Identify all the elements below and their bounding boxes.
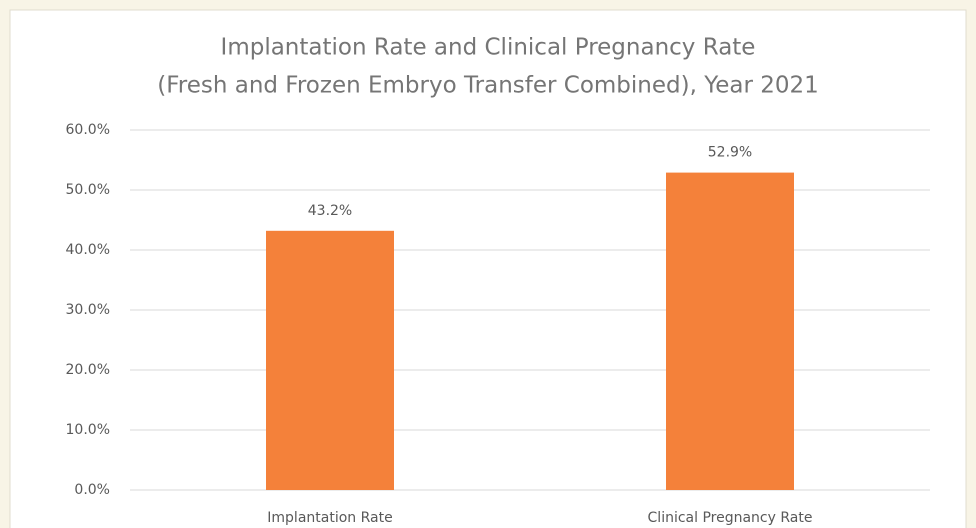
data-label: 52.9%	[708, 145, 752, 161]
y-tick-label: 20.0%	[66, 362, 110, 378]
bar	[666, 172, 794, 490]
y-tick-label: 30.0%	[66, 302, 110, 318]
chart-title: Implantation Rate and Clinical Pregnancy…	[221, 35, 756, 61]
y-tick-label: 40.0%	[66, 242, 110, 258]
y-tick-label: 10.0%	[66, 422, 110, 438]
chart-title: (Fresh and Frozen Embryo Transfer Combin…	[157, 73, 819, 99]
y-tick-label: 60.0%	[66, 122, 110, 138]
x-tick-label: Implantation Rate	[267, 510, 392, 526]
data-label: 43.2%	[308, 203, 352, 219]
x-tick-label: Clinical Pregnancy Rate	[648, 510, 813, 526]
y-tick-label: 0.0%	[74, 482, 110, 498]
bar	[266, 230, 394, 491]
y-tick-label: 50.0%	[66, 182, 110, 198]
chart-area	[9, 9, 967, 528]
